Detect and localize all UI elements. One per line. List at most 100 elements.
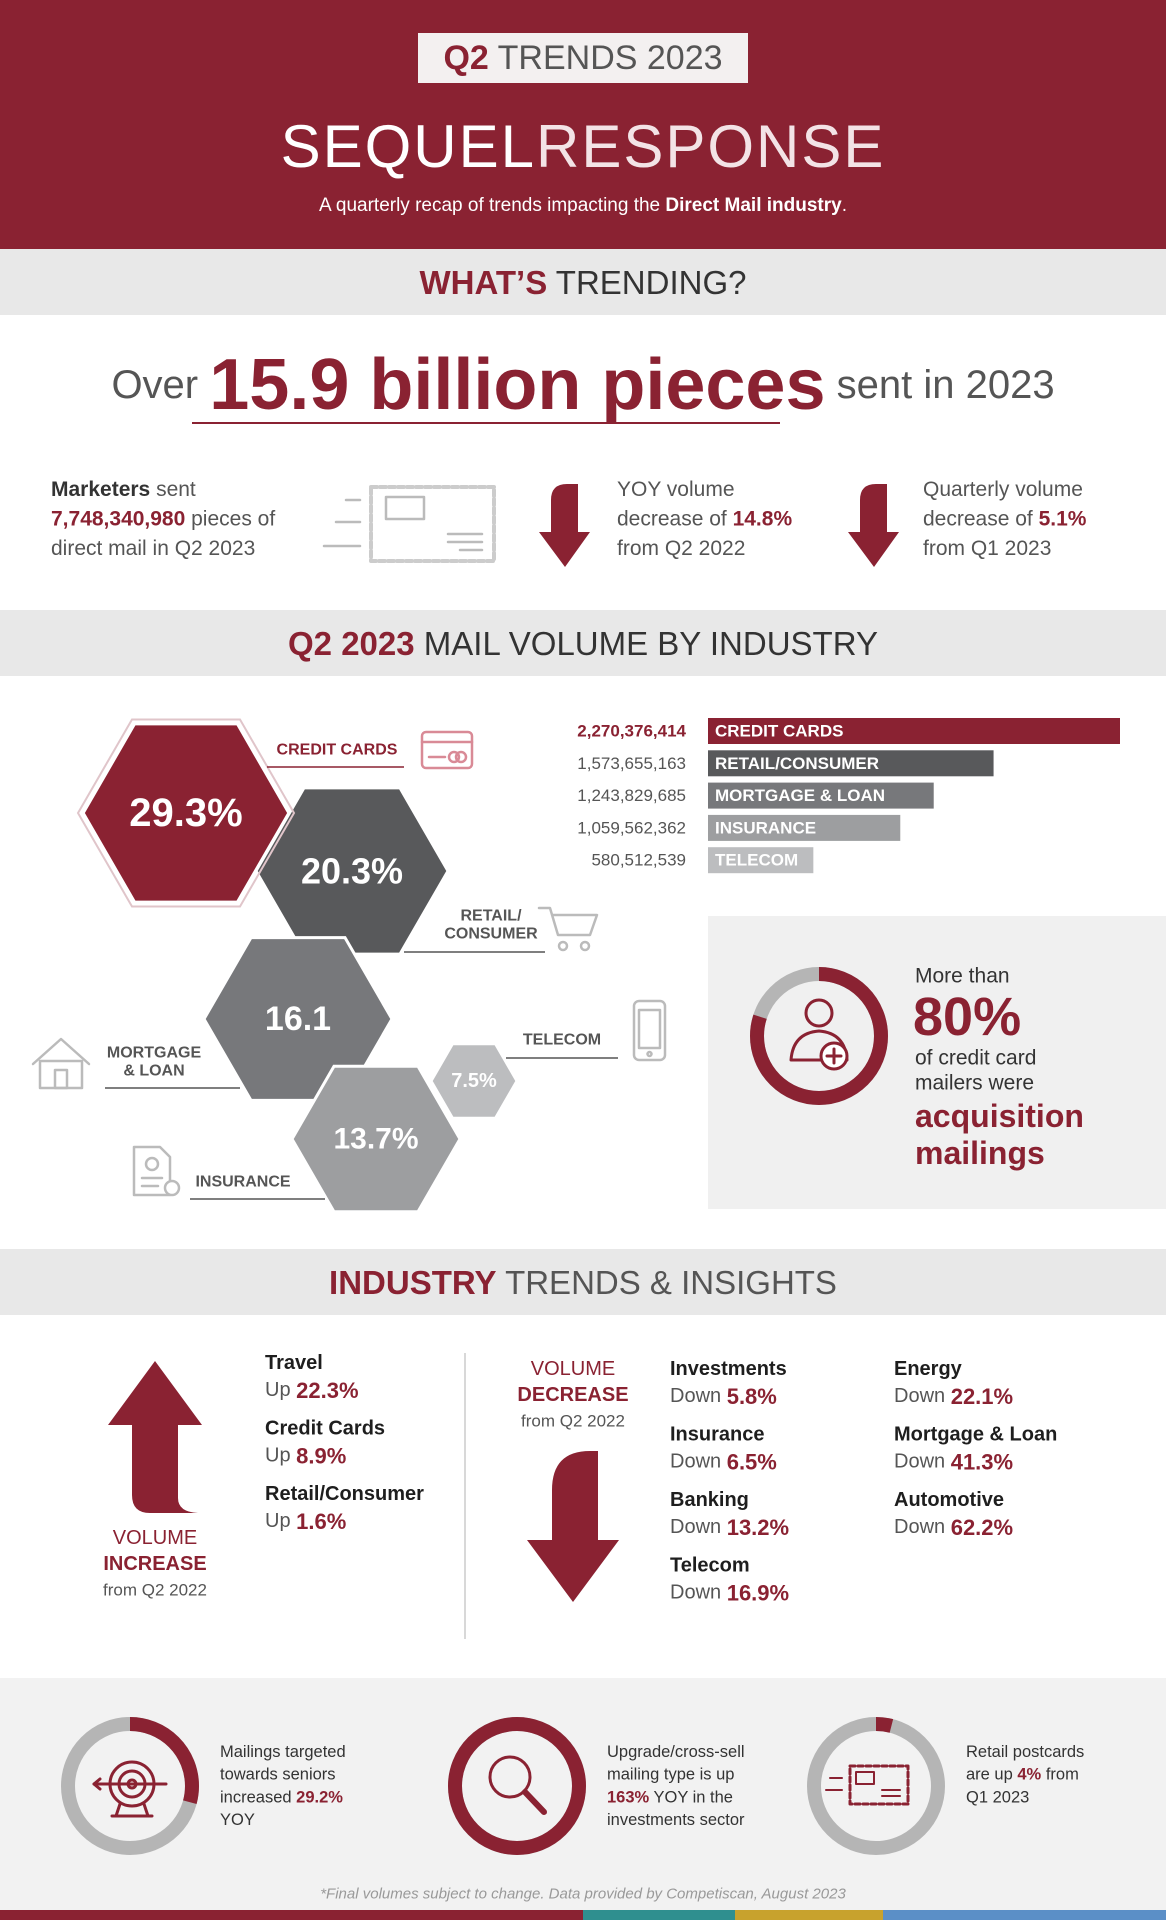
hexagon-label: MORTGAGE	[107, 1045, 202, 1062]
hexagon-share: 20.3%	[301, 851, 403, 892]
text-segment: Down	[894, 1451, 951, 1473]
text-segment: Q2	[443, 39, 488, 77]
text-segment: Upgrade/cross-sell	[607, 1743, 745, 1761]
section-heading: Q2 2023 MAIL VOLUME BY INDUSTRY	[288, 625, 878, 662]
hexagon-label: CONSUMER	[444, 926, 538, 943]
color-strip	[0, 1910, 1166, 1920]
value-label: 580,512,539	[591, 851, 686, 870]
highlight-text: Q1 2023	[966, 1788, 1029, 1806]
trend-title: INCREASE	[103, 1553, 206, 1575]
trend-name: Investments	[670, 1358, 787, 1380]
highlight-text: 163% YOY in the	[607, 1788, 733, 1806]
phone-icon	[632, 999, 667, 1062]
value-label: 1,573,655,163	[577, 754, 686, 773]
text-segment: 4%	[1017, 1766, 1041, 1784]
text-segment: YOY in the	[649, 1788, 733, 1806]
text-segment: 5.8%	[727, 1384, 777, 1409]
text-segment: RESPONSE	[536, 113, 885, 180]
hexagon-outline	[76, 718, 296, 908]
text-segment: MAIL VOLUME BY INDUSTRY	[415, 625, 878, 662]
text-segment: SEQUEL	[281, 113, 536, 180]
value-label: 2,270,376,414	[577, 722, 686, 741]
text-segment: decrease of	[923, 507, 1039, 530]
phone-icon-part	[632, 999, 667, 1062]
highlight-text: increased 29.2%	[220, 1788, 343, 1806]
footnote: *Final volumes subject to change. Data p…	[320, 1886, 846, 1903]
text-segment: investments sector	[607, 1811, 745, 1829]
target-icon-part	[92, 1777, 102, 1791]
rings	[61, 967, 945, 1855]
text-segment: sent in 2023	[826, 363, 1055, 407]
text-segment: 62.2%	[951, 1515, 1013, 1540]
text-segment: Marketers	[51, 478, 150, 501]
stat-text: YOY volume	[617, 478, 735, 501]
hexagon-share: 13.7%	[333, 1123, 418, 1156]
trend-name: Energy	[894, 1358, 963, 1380]
text-segment: TRENDING?	[547, 264, 746, 301]
hexagon	[254, 786, 450, 956]
stat-text: from Q2 2022	[617, 537, 745, 560]
envelope-icon-part	[369, 485, 496, 563]
down-arrow	[539, 484, 590, 567]
trend-name: Mortgage & Loan	[894, 1424, 1057, 1446]
text-segment: pieces of	[185, 507, 275, 530]
text-segment: A quarterly recap of trends impacting th…	[319, 195, 665, 216]
bar-label: TELECOM	[715, 851, 798, 870]
value-label: 1,243,829,685	[577, 786, 686, 805]
value-label: 1,059,562,362	[577, 818, 686, 837]
trend-name: Telecom	[670, 1555, 750, 1577]
text-segment: Retail postcards	[966, 1743, 1084, 1761]
text-segment: 1.6%	[296, 1509, 346, 1534]
text-segment: 8.9%	[296, 1443, 346, 1468]
text-segment: Over	[111, 363, 209, 407]
stat-text: direct mail in Q2 2023	[51, 537, 255, 560]
phone-icon-part	[646, 1050, 653, 1058]
magnifier-icon	[488, 1755, 547, 1815]
color-strip-part	[583, 1910, 735, 1920]
highlight-text: YOY	[220, 1811, 255, 1829]
trend-change: Down 62.2%	[894, 1515, 1013, 1540]
text-segment: Q1 2023	[966, 1788, 1029, 1806]
text-segment: Up	[265, 1510, 296, 1532]
trend-name: Travel	[265, 1352, 323, 1374]
hexagon-label: CREDIT CARDS	[277, 742, 398, 759]
house-icon-part	[53, 1068, 69, 1090]
callout-text: of credit card	[915, 1047, 1036, 1070]
text-segment: YOY	[220, 1811, 255, 1829]
target-icon	[92, 1760, 168, 1818]
bar	[708, 718, 1120, 744]
text-segment: .	[842, 195, 847, 216]
callout-figure: 80%	[913, 987, 1021, 1047]
up-arrow	[108, 1361, 202, 1513]
callout-emphasis: acquisition	[915, 1098, 1084, 1134]
house-icon-part	[31, 1037, 91, 1066]
trend-name: Banking	[670, 1489, 749, 1511]
cart-icon	[537, 906, 599, 952]
trend-change: Down 22.1%	[894, 1384, 1013, 1409]
document-icon-part	[144, 1156, 160, 1172]
text-segment: Direct Mail industry	[665, 195, 842, 216]
highlight-text: are up 4% from	[966, 1766, 1079, 1784]
card-icon-part	[447, 750, 461, 764]
cart-icon-part	[537, 906, 599, 937]
envelope-icon	[322, 485, 496, 563]
house-icon	[31, 1037, 91, 1090]
stat-text: Quarterly volume	[923, 478, 1083, 501]
highlight-text: mailing type is up	[607, 1766, 734, 1784]
target-icon-part	[110, 1802, 154, 1818]
postcard-icon-part	[855, 1771, 875, 1785]
headline: Over 15.9 billion pieces sent in 2023	[111, 345, 1054, 425]
bar-label: CREDIT CARDS	[715, 722, 843, 741]
text-segment: mailing type is up	[607, 1766, 734, 1784]
text-segment: 29.2%	[296, 1788, 343, 1806]
text-segment: WHAT’S	[420, 264, 548, 301]
text-segment: Down	[670, 1385, 727, 1407]
text-segment: Down	[670, 1516, 727, 1538]
bar-label: RETAIL/CONSUMER	[715, 754, 879, 773]
trend-name: Insurance	[670, 1424, 764, 1446]
callout-box	[708, 916, 1166, 1209]
hexagon-label: & LOAN	[123, 1063, 184, 1080]
trend-change: Down 16.9%	[670, 1580, 789, 1605]
trend-change: Down 41.3%	[894, 1449, 1013, 1474]
down-arrow	[527, 1451, 619, 1602]
